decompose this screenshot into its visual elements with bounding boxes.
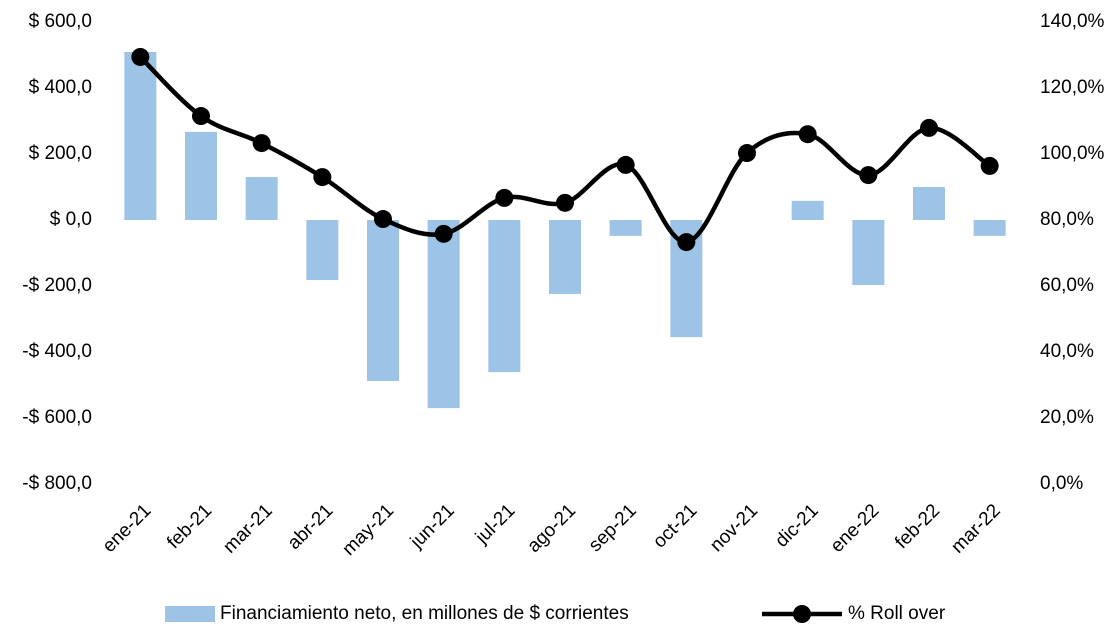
- bar: [852, 220, 885, 286]
- y2-tick-label: 0,0%: [1040, 473, 1083, 494]
- bar: [488, 220, 521, 373]
- x-tick-label: ago-21: [523, 500, 580, 557]
- y2-tick-label: 20,0%: [1040, 407, 1094, 428]
- y-tick-label: -$ 800,0: [22, 473, 92, 494]
- x-tick-label: ene-21: [99, 500, 156, 557]
- bar: [367, 220, 399, 382]
- legend-label: Financiamiento neto, en millones de $ co…: [220, 603, 629, 624]
- marker: [252, 134, 271, 153]
- marker: [556, 193, 574, 212]
- x-tick-label: feb-22: [891, 500, 944, 553]
- y-tick-label: $ 600,0: [29, 11, 92, 32]
- y-tick-label: -$ 400,0: [22, 341, 92, 362]
- y2-tick-label: 80,0%: [1040, 209, 1094, 230]
- x-tick-label: nov-21: [706, 500, 762, 556]
- x-tick-label: may-21: [338, 500, 398, 560]
- marker: [859, 166, 878, 185]
- y-tick-label: -$ 200,0: [22, 275, 92, 296]
- x-tick-label: sep-21: [585, 500, 641, 556]
- bar: [245, 177, 278, 220]
- marker: [374, 210, 392, 229]
- legend-label: % Roll over: [848, 603, 946, 624]
- bar: [609, 220, 642, 236]
- y2-tick-label: 100,0%: [1040, 143, 1105, 164]
- marker: [192, 107, 210, 126]
- bar: [549, 220, 581, 294]
- marker: [616, 155, 635, 174]
- marker: [738, 144, 756, 163]
- y2-tick-label: 60,0%: [1040, 275, 1094, 296]
- bar: [306, 220, 339, 281]
- x-tick-label: jun-21: [406, 500, 459, 553]
- marker: [920, 118, 938, 137]
- y-tick-label: -$ 600,0: [22, 407, 92, 428]
- bar: [791, 200, 824, 220]
- x-tick-label: abr-21: [284, 500, 338, 554]
- x-tick-label: jul-21: [471, 500, 519, 548]
- marker: [313, 168, 332, 187]
- legend-swatch: [165, 606, 215, 622]
- bar: [427, 220, 460, 409]
- x-tick-label: dic-21: [771, 500, 822, 551]
- bar: [185, 131, 217, 220]
- marker: [495, 188, 514, 207]
- bar: [913, 187, 945, 220]
- y-tick-label: $ 0,0: [50, 209, 92, 230]
- marker: [434, 224, 453, 243]
- x-tick-label: ene-22: [827, 500, 884, 557]
- x-tick-label: mar-21: [219, 500, 276, 557]
- marker: [677, 233, 696, 252]
- x-tick-label: feb-21: [163, 500, 216, 553]
- y2-tick-label: 120,0%: [1040, 77, 1105, 98]
- y2-tick-label: 40,0%: [1040, 341, 1094, 362]
- marker: [980, 156, 999, 175]
- legend-marker: [793, 605, 811, 623]
- line: [138, 55, 991, 245]
- y2-tick-label: 140,0%: [1040, 11, 1105, 32]
- marker: [798, 125, 817, 144]
- y-tick-label: $ 200,0: [29, 143, 92, 164]
- x-tick-label: oct-21: [649, 500, 701, 552]
- y-tick-label: $ 400,0: [29, 77, 92, 98]
- bar: [124, 52, 157, 220]
- marker: [131, 47, 150, 66]
- x-tick-label: mar-22: [947, 500, 1004, 557]
- bar: [973, 220, 1006, 236]
